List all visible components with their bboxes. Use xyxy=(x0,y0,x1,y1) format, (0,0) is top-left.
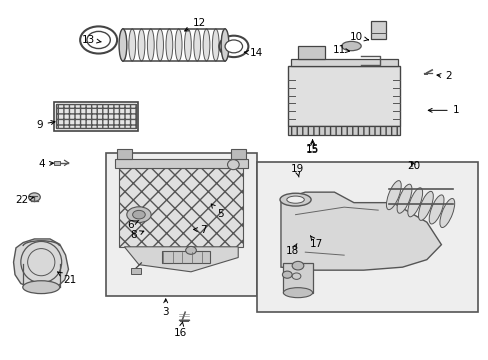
Text: 2: 2 xyxy=(436,71,451,81)
Circle shape xyxy=(80,26,117,54)
Text: 4: 4 xyxy=(39,159,53,169)
Ellipse shape xyxy=(439,198,454,228)
Text: 6: 6 xyxy=(127,220,139,230)
Ellipse shape xyxy=(227,159,239,170)
Text: 14: 14 xyxy=(244,48,263,58)
Ellipse shape xyxy=(147,29,154,61)
Ellipse shape xyxy=(418,191,432,220)
Bar xyxy=(106,153,256,296)
Text: 16: 16 xyxy=(173,322,186,338)
Text: 18: 18 xyxy=(285,244,298,256)
Bar xyxy=(114,159,247,168)
Ellipse shape xyxy=(132,210,145,219)
Circle shape xyxy=(282,271,291,278)
Circle shape xyxy=(291,273,300,279)
Ellipse shape xyxy=(386,181,400,210)
Bar xyxy=(290,59,397,66)
Circle shape xyxy=(185,247,196,254)
Ellipse shape xyxy=(341,41,361,51)
Bar xyxy=(54,102,138,131)
Bar xyxy=(130,268,141,274)
Ellipse shape xyxy=(280,193,310,206)
Text: 17: 17 xyxy=(309,236,323,249)
Ellipse shape xyxy=(212,29,219,61)
Text: 22: 22 xyxy=(15,195,34,204)
Ellipse shape xyxy=(221,29,228,61)
Text: 20: 20 xyxy=(407,161,419,171)
Text: 3: 3 xyxy=(162,299,169,317)
Text: 1: 1 xyxy=(427,105,458,115)
Ellipse shape xyxy=(184,29,191,61)
Bar xyxy=(370,21,386,39)
Ellipse shape xyxy=(193,29,200,61)
Bar xyxy=(56,104,136,128)
Bar xyxy=(297,46,324,59)
Ellipse shape xyxy=(407,188,422,217)
Circle shape xyxy=(291,261,303,270)
Ellipse shape xyxy=(156,29,163,61)
Bar xyxy=(287,66,399,126)
Ellipse shape xyxy=(23,281,60,294)
Text: 7: 7 xyxy=(193,225,206,235)
Circle shape xyxy=(87,31,110,49)
Polygon shape xyxy=(124,247,238,272)
Ellipse shape xyxy=(428,195,443,224)
Text: 9: 9 xyxy=(36,120,55,130)
Bar xyxy=(230,149,245,159)
Ellipse shape xyxy=(165,29,172,61)
Text: 13: 13 xyxy=(82,35,101,45)
Ellipse shape xyxy=(203,29,209,61)
Polygon shape xyxy=(281,192,441,270)
Ellipse shape xyxy=(128,29,135,61)
Ellipse shape xyxy=(286,196,304,203)
Bar xyxy=(56,104,136,128)
Polygon shape xyxy=(14,239,68,288)
Circle shape xyxy=(219,36,248,57)
Text: 21: 21 xyxy=(58,272,76,285)
Text: 19: 19 xyxy=(290,164,303,177)
Text: 10: 10 xyxy=(349,32,368,42)
Text: 5: 5 xyxy=(211,204,223,219)
Text: 12: 12 xyxy=(184,18,206,31)
Bar xyxy=(256,162,477,312)
Ellipse shape xyxy=(126,207,151,222)
Ellipse shape xyxy=(119,29,126,61)
Bar xyxy=(117,149,131,159)
Ellipse shape xyxy=(175,29,182,61)
Bar xyxy=(283,263,312,293)
Text: 11: 11 xyxy=(332,45,349,55)
Ellipse shape xyxy=(396,184,411,213)
Ellipse shape xyxy=(119,29,126,61)
Circle shape xyxy=(29,193,40,202)
Ellipse shape xyxy=(283,288,312,298)
Bar xyxy=(119,168,243,247)
Text: 8: 8 xyxy=(130,230,143,240)
Circle shape xyxy=(224,40,242,53)
Bar xyxy=(54,161,60,165)
Ellipse shape xyxy=(221,29,228,61)
Text: 15: 15 xyxy=(305,141,319,155)
Text: 15: 15 xyxy=(305,140,319,154)
Bar xyxy=(162,251,210,263)
Ellipse shape xyxy=(138,29,144,61)
Bar xyxy=(287,126,399,135)
